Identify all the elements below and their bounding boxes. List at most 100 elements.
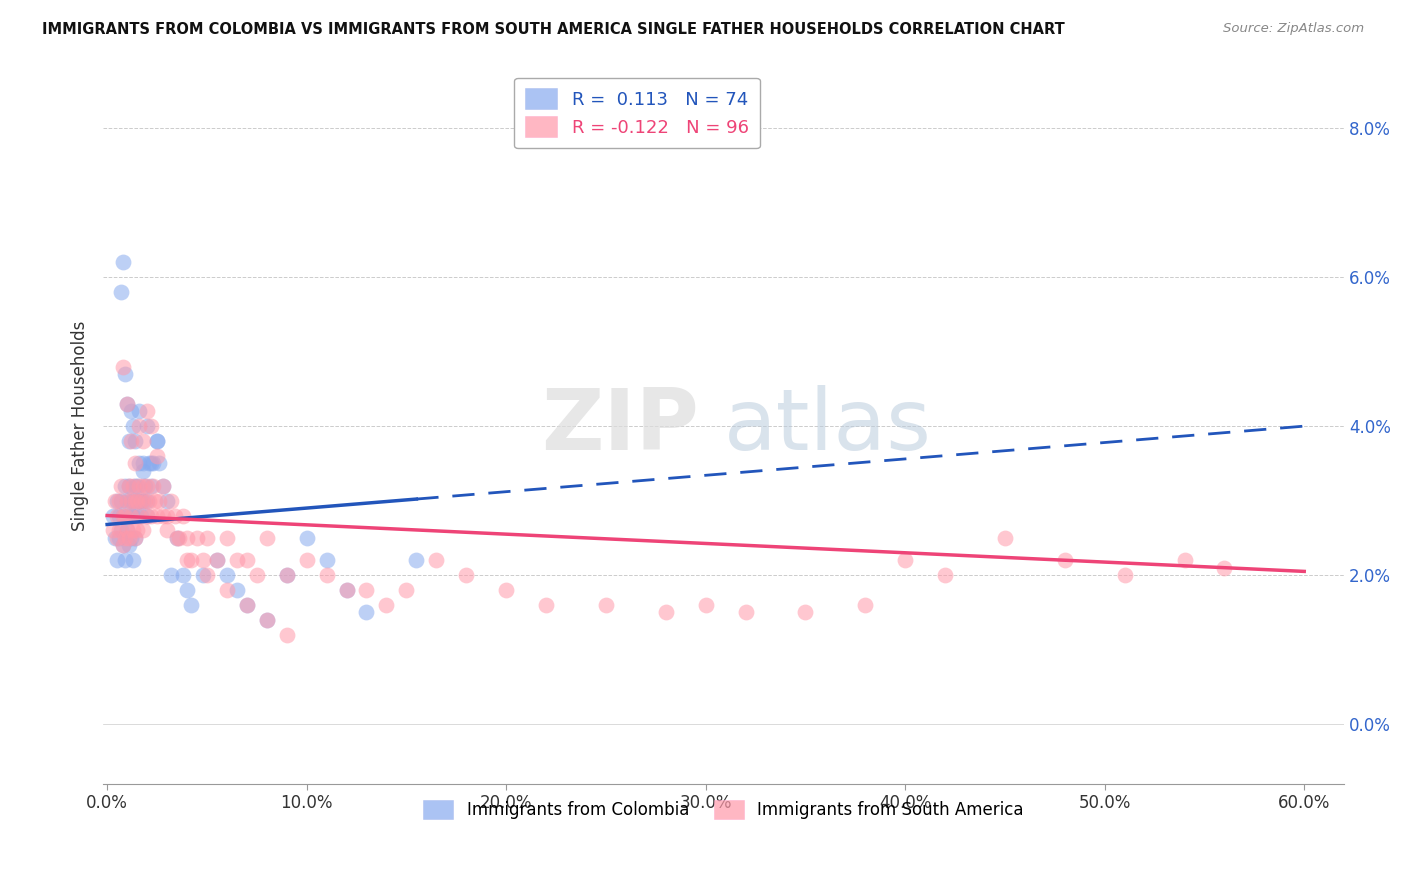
Point — [134, 479, 156, 493]
Point — [534, 598, 557, 612]
Point — [256, 613, 278, 627]
Point — [124, 531, 146, 545]
Point — [994, 531, 1017, 545]
Point — [118, 538, 141, 552]
Point — [110, 493, 132, 508]
Point — [128, 508, 150, 523]
Point — [115, 524, 138, 538]
Point — [148, 493, 170, 508]
Point — [112, 538, 135, 552]
Point — [120, 434, 142, 448]
Point — [115, 524, 138, 538]
Point — [195, 531, 218, 545]
Point — [146, 434, 169, 448]
Point — [395, 582, 418, 597]
Point — [215, 582, 238, 597]
Point — [1173, 553, 1195, 567]
Point — [125, 493, 148, 508]
Point — [215, 568, 238, 582]
Point — [138, 456, 160, 470]
Point — [128, 404, 150, 418]
Point — [146, 434, 169, 448]
Point — [112, 508, 135, 523]
Point — [236, 553, 259, 567]
Point — [122, 553, 145, 567]
Point — [104, 531, 127, 545]
Point — [110, 524, 132, 538]
Point — [134, 493, 156, 508]
Legend: Immigrants from Colombia, Immigrants from South America: Immigrants from Colombia, Immigrants fro… — [416, 793, 1031, 825]
Point — [120, 508, 142, 523]
Point — [112, 508, 135, 523]
Point — [129, 493, 152, 508]
Point — [101, 524, 124, 538]
Point — [405, 553, 427, 567]
Point — [128, 456, 150, 470]
Point — [138, 493, 160, 508]
Point — [118, 479, 141, 493]
Text: atlas: atlas — [724, 384, 932, 467]
Point — [246, 568, 269, 582]
Point — [695, 598, 717, 612]
Point — [124, 493, 146, 508]
Point — [176, 531, 198, 545]
Point — [794, 606, 817, 620]
Point — [105, 553, 128, 567]
Point — [215, 531, 238, 545]
Point — [456, 568, 478, 582]
Point — [129, 493, 152, 508]
Point — [114, 553, 136, 567]
Point — [128, 493, 150, 508]
Point — [934, 568, 956, 582]
Point — [112, 359, 135, 374]
Point — [894, 553, 917, 567]
Point — [172, 508, 194, 523]
Point — [125, 479, 148, 493]
Point — [125, 493, 148, 508]
Point — [315, 553, 337, 567]
Point — [156, 508, 179, 523]
Point — [276, 628, 298, 642]
Point — [167, 531, 190, 545]
Point — [1114, 568, 1136, 582]
Point — [163, 508, 186, 523]
Text: Source: ZipAtlas.com: Source: ZipAtlas.com — [1223, 22, 1364, 36]
Point — [853, 598, 876, 612]
Point — [108, 531, 131, 545]
Point — [136, 419, 159, 434]
Point — [195, 568, 218, 582]
Point — [132, 464, 155, 478]
Point — [315, 568, 337, 582]
Point — [356, 606, 378, 620]
Point — [104, 493, 127, 508]
Point — [122, 508, 145, 523]
Text: ZIP: ZIP — [541, 384, 699, 467]
Point — [143, 493, 166, 508]
Point — [146, 508, 169, 523]
Text: IMMIGRANTS FROM COLOMBIA VS IMMIGRANTS FROM SOUTH AMERICA SINGLE FATHER HOUSEHOL: IMMIGRANTS FROM COLOMBIA VS IMMIGRANTS F… — [42, 22, 1064, 37]
Point — [136, 508, 159, 523]
Point — [136, 404, 159, 418]
Point — [139, 508, 162, 523]
Point — [108, 508, 131, 523]
Point — [112, 538, 135, 552]
Point — [160, 568, 183, 582]
Point — [115, 493, 138, 508]
Point — [156, 524, 179, 538]
Point — [114, 367, 136, 381]
Point — [132, 493, 155, 508]
Point — [142, 456, 165, 470]
Point — [152, 508, 174, 523]
Point — [335, 582, 357, 597]
Point — [191, 553, 214, 567]
Point — [276, 568, 298, 582]
Point — [156, 493, 179, 508]
Point — [115, 397, 138, 411]
Point — [114, 479, 136, 493]
Point — [122, 493, 145, 508]
Point — [186, 531, 208, 545]
Point — [176, 553, 198, 567]
Point — [142, 479, 165, 493]
Point — [120, 493, 142, 508]
Point — [120, 493, 142, 508]
